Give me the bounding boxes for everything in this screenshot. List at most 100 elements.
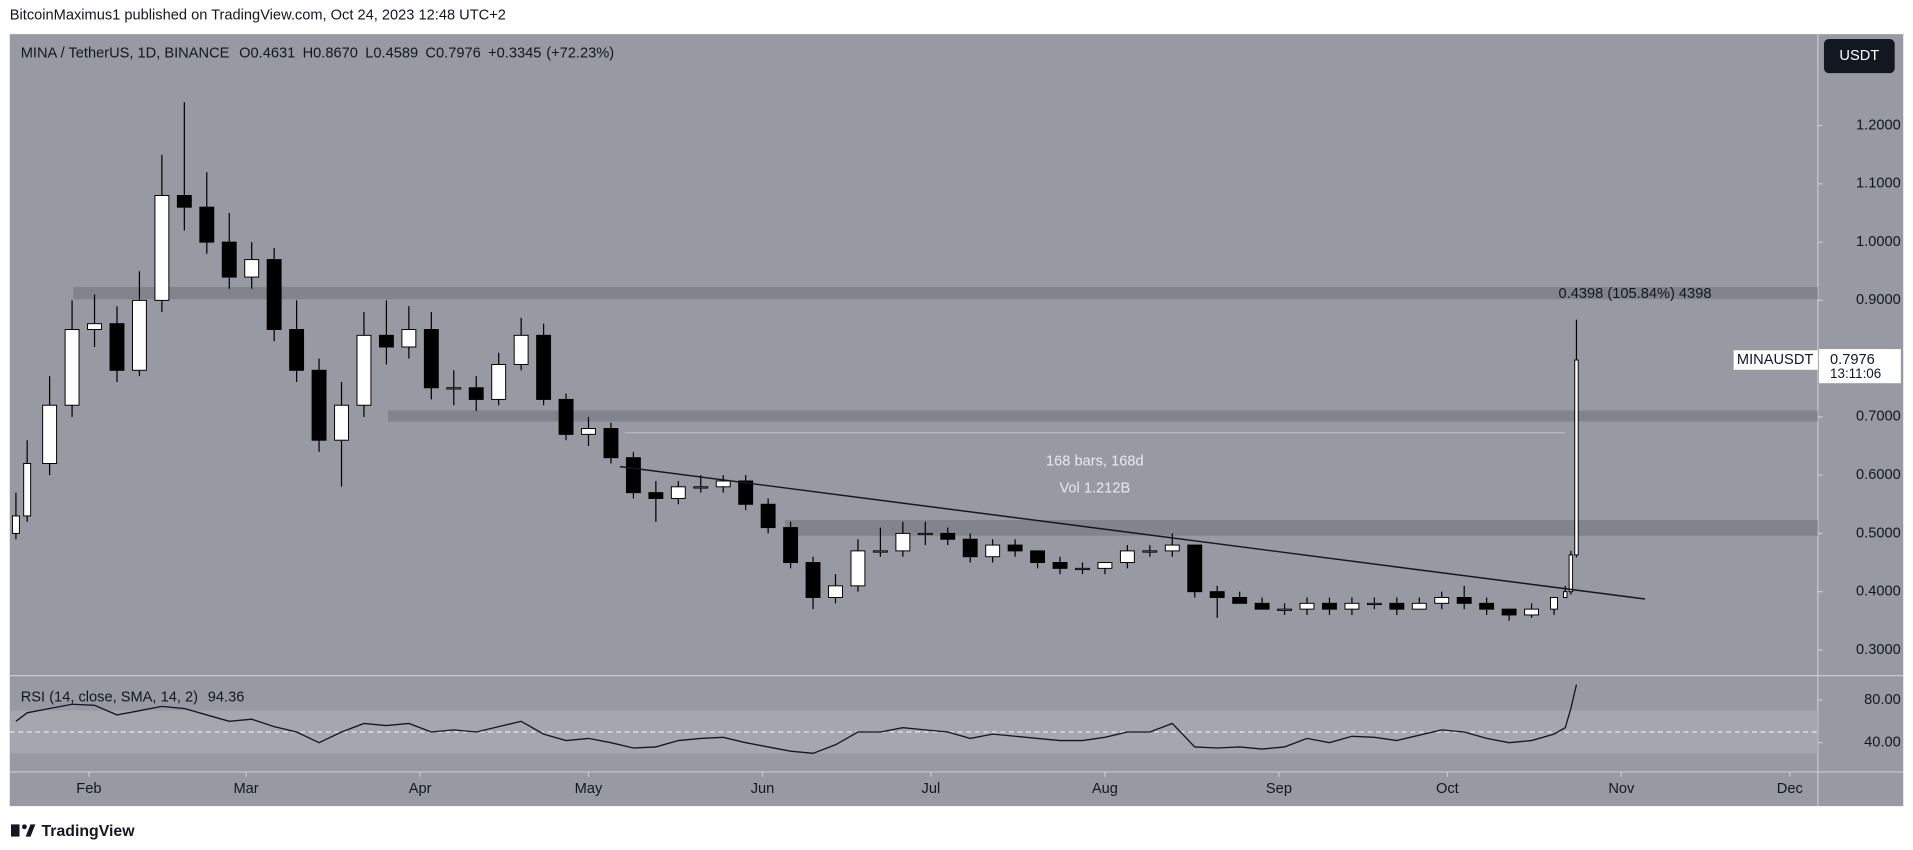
x-tick-label: May: [575, 781, 603, 797]
rsi-y-tick-label: 40.00: [1864, 735, 1901, 751]
rsi-pane: [9, 684, 1818, 755]
candle-body: [311, 369, 327, 441]
countdown: 13:11:06: [1830, 366, 1881, 381]
candle-body: [670, 486, 686, 499]
candle-body: [1563, 591, 1568, 598]
candle-body: [64, 329, 80, 406]
symbol-tag: [1733, 350, 1818, 370]
x-tick-label: Apr: [409, 781, 432, 797]
candle-body: [221, 241, 237, 278]
candle-body: [1254, 602, 1270, 610]
x-tick-label: Jul: [922, 781, 941, 797]
candle-body: [715, 480, 731, 488]
candle-body: [1142, 550, 1158, 553]
candle-body: [1550, 597, 1558, 610]
candle-body: [423, 329, 439, 389]
candle-body: [401, 329, 417, 348]
candle-body: [1052, 562, 1068, 569]
candle-body: [693, 486, 709, 489]
candle-body: [760, 503, 776, 529]
legend-key: O: [239, 46, 250, 62]
candle-body: [446, 387, 462, 390]
rsi-y-tick-label: 80.00: [1864, 692, 1901, 708]
candle-body: [176, 195, 192, 208]
legend-value: 0.4631: [251, 46, 296, 62]
candle-body: [625, 457, 641, 494]
candle-body: [1075, 567, 1090, 571]
candle-body: [244, 259, 260, 278]
legend-value: 0.4589: [373, 46, 418, 62]
candle-body: [1434, 597, 1450, 604]
candle-body: [1456, 597, 1472, 604]
candle-body: [895, 532, 911, 552]
candle-body: [872, 550, 888, 553]
candle-body: [1501, 608, 1517, 616]
x-tick-label: Mar: [233, 781, 258, 797]
legend-key: C: [425, 46, 436, 62]
candle-body: [154, 195, 170, 301]
currency-button[interactable]: [1823, 39, 1895, 74]
y-tick-label: 1.1000: [1856, 176, 1901, 192]
legend: MINA / TetherUS, 1D, BINANCE O0.4631 H0.86…: [21, 46, 614, 62]
candle-body: [940, 532, 956, 540]
price-tag: [1819, 349, 1901, 384]
y-tick-label: 1.0000: [1856, 234, 1901, 250]
candle-body: [1568, 554, 1574, 593]
y-tick-label: 0.7000: [1856, 409, 1901, 425]
candle-body: [131, 299, 147, 371]
measure-text: 168 bars, 168d: [1046, 454, 1144, 470]
candle-body: [42, 404, 58, 464]
candle-body: [289, 329, 305, 371]
change: +0.3345: [488, 46, 541, 62]
candle-body: [491, 363, 507, 400]
candle-body: [985, 544, 1001, 558]
candle-body: [828, 585, 843, 598]
candle-body: [1232, 597, 1248, 604]
x-tick-label: Jun: [751, 781, 775, 797]
publish-header: BitcoinMaximus1 published on TradingView…: [10, 8, 506, 24]
trendline: [619, 465, 1646, 600]
candle-body: [558, 398, 574, 435]
x-tick-label: Oct: [1436, 781, 1459, 797]
candle-body: [1277, 608, 1293, 611]
x-tick-label: Sep: [1266, 781, 1292, 797]
candle-body: [603, 428, 619, 459]
candle-body: [23, 463, 32, 517]
candle-body: [783, 527, 799, 564]
measure-text: Vol 1.212B: [1059, 481, 1130, 497]
rsi-title: RSI (14, close, SMA, 14, 2) 94.36: [21, 689, 245, 705]
candle-body: [738, 480, 754, 505]
zone: [388, 410, 1818, 422]
candle-body: [356, 334, 372, 406]
footer-brand: TradingView: [41, 823, 135, 840]
legend-key: H: [303, 46, 314, 62]
candle-body: [1119, 550, 1135, 564]
x-tick-label: Dec: [1777, 781, 1803, 797]
candle-body: [1344, 602, 1360, 610]
symbol-tag-text: MINAUSDT: [1737, 352, 1813, 368]
x-tick-label: Feb: [76, 781, 101, 797]
price-pane: [11, 102, 1818, 621]
candle-body: [1187, 544, 1203, 593]
y-tick-label: 0.3000: [1856, 642, 1901, 658]
zone: [73, 286, 1818, 300]
currency-label: USDT: [1839, 48, 1879, 64]
legend-key: L: [365, 46, 373, 62]
overlay: 0.30000.40000.50000.60000.70000.80000.90…: [21, 39, 1901, 797]
candle-body: [1411, 602, 1427, 610]
candle-body: [109, 323, 125, 371]
y-tick-label: 0.6000: [1856, 467, 1901, 483]
range-label: 0.4398 (105.84%) 4398: [1559, 286, 1712, 302]
candle-body: [199, 206, 215, 243]
candle-body: [11, 515, 20, 534]
x-tick-label: Aug: [1092, 781, 1118, 797]
y-tick-label: 0.5000: [1856, 525, 1901, 541]
candle-body: [1322, 602, 1337, 610]
candle-body: [1209, 591, 1225, 598]
candle-body: [1299, 602, 1315, 610]
candle-body: [850, 550, 866, 587]
x-tick-label: Nov: [1608, 781, 1635, 797]
y-tick-label: 1.2000: [1856, 117, 1901, 133]
